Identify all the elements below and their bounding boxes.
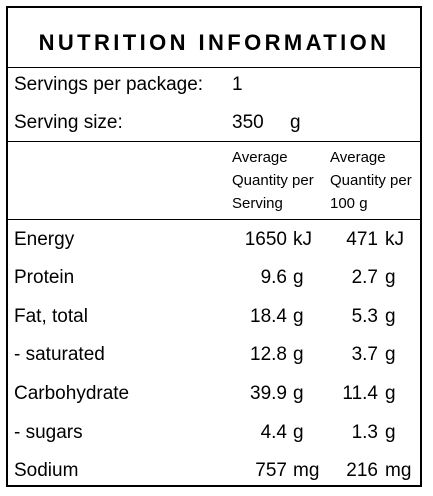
- per-100g-unit: g: [385, 344, 396, 365]
- per-100g-value: 2.7: [351, 267, 378, 288]
- col-per-100g-line-3: 100 g: [330, 195, 368, 212]
- per-100g-unit: g: [385, 422, 396, 443]
- per-serving-unit: g: [293, 306, 304, 327]
- col-per-100g-line-1: Average: [330, 149, 386, 166]
- per-100g-value: 1.3: [351, 422, 378, 443]
- per-100g-value: 471: [346, 229, 378, 250]
- nutrient-name: Carbohydrate: [14, 383, 130, 404]
- nutrient-name: Sodium: [14, 460, 79, 481]
- per-serving-value: 1650: [244, 229, 287, 250]
- per-100g-unit: g: [385, 267, 396, 288]
- per-serving-unit: g: [293, 344, 304, 365]
- per-100g-value: 216: [346, 460, 378, 481]
- serving-size-unit: g: [290, 112, 301, 133]
- per-100g-value: 3.7: [351, 344, 378, 365]
- nutrient-name: Protein: [14, 267, 75, 288]
- serving-size-label: Serving size:: [14, 112, 123, 133]
- col-per-serving-line-1: Average: [232, 149, 288, 166]
- per-serving-unit: g: [293, 383, 304, 404]
- panel-title: NUTRITION INFORMATION: [38, 30, 390, 55]
- per-100g-unit: g: [385, 383, 396, 404]
- per-serving-value: 4.4: [260, 422, 287, 443]
- nutrient-name: Fat, total: [14, 306, 88, 327]
- servings-value: 1: [232, 74, 243, 95]
- per-serving-unit: g: [293, 267, 304, 288]
- nutrient-name: Energy: [14, 229, 75, 250]
- per-100g-unit: mg: [385, 460, 412, 481]
- header-divider: [8, 141, 420, 142]
- per-serving-value: 39.9: [250, 383, 287, 404]
- per-100g-value: 11.4: [342, 383, 378, 404]
- per-serving-unit: kJ: [293, 229, 312, 250]
- servings-label: Servings per package:: [14, 74, 204, 95]
- nutrient-name: - sugars: [14, 422, 83, 443]
- per-100g-unit: g: [385, 306, 396, 327]
- per-100g-value: 5.3: [351, 306, 378, 327]
- per-serving-value: 18.4: [250, 306, 287, 327]
- serving-size-value: 350: [232, 112, 264, 133]
- per-serving-value: 757: [255, 460, 287, 481]
- nutrition-panel: NUTRITION INFORMATION Servings per packa…: [6, 6, 422, 487]
- per-serving-value: 9.6: [260, 267, 287, 288]
- col-per-serving-line-2: Quantity per: [232, 172, 314, 189]
- per-100g-unit: kJ: [385, 229, 404, 250]
- per-serving-unit: g: [293, 422, 304, 443]
- per-serving-unit: mg: [293, 460, 320, 481]
- col-per-100g-line-2: Quantity per: [330, 172, 412, 189]
- per-serving-value: 12.8: [250, 344, 287, 365]
- table-header-divider: [8, 219, 420, 220]
- col-per-serving-line-3: Serving: [232, 195, 283, 212]
- nutrient-name: - saturated: [14, 344, 105, 365]
- title-divider: [8, 67, 420, 68]
